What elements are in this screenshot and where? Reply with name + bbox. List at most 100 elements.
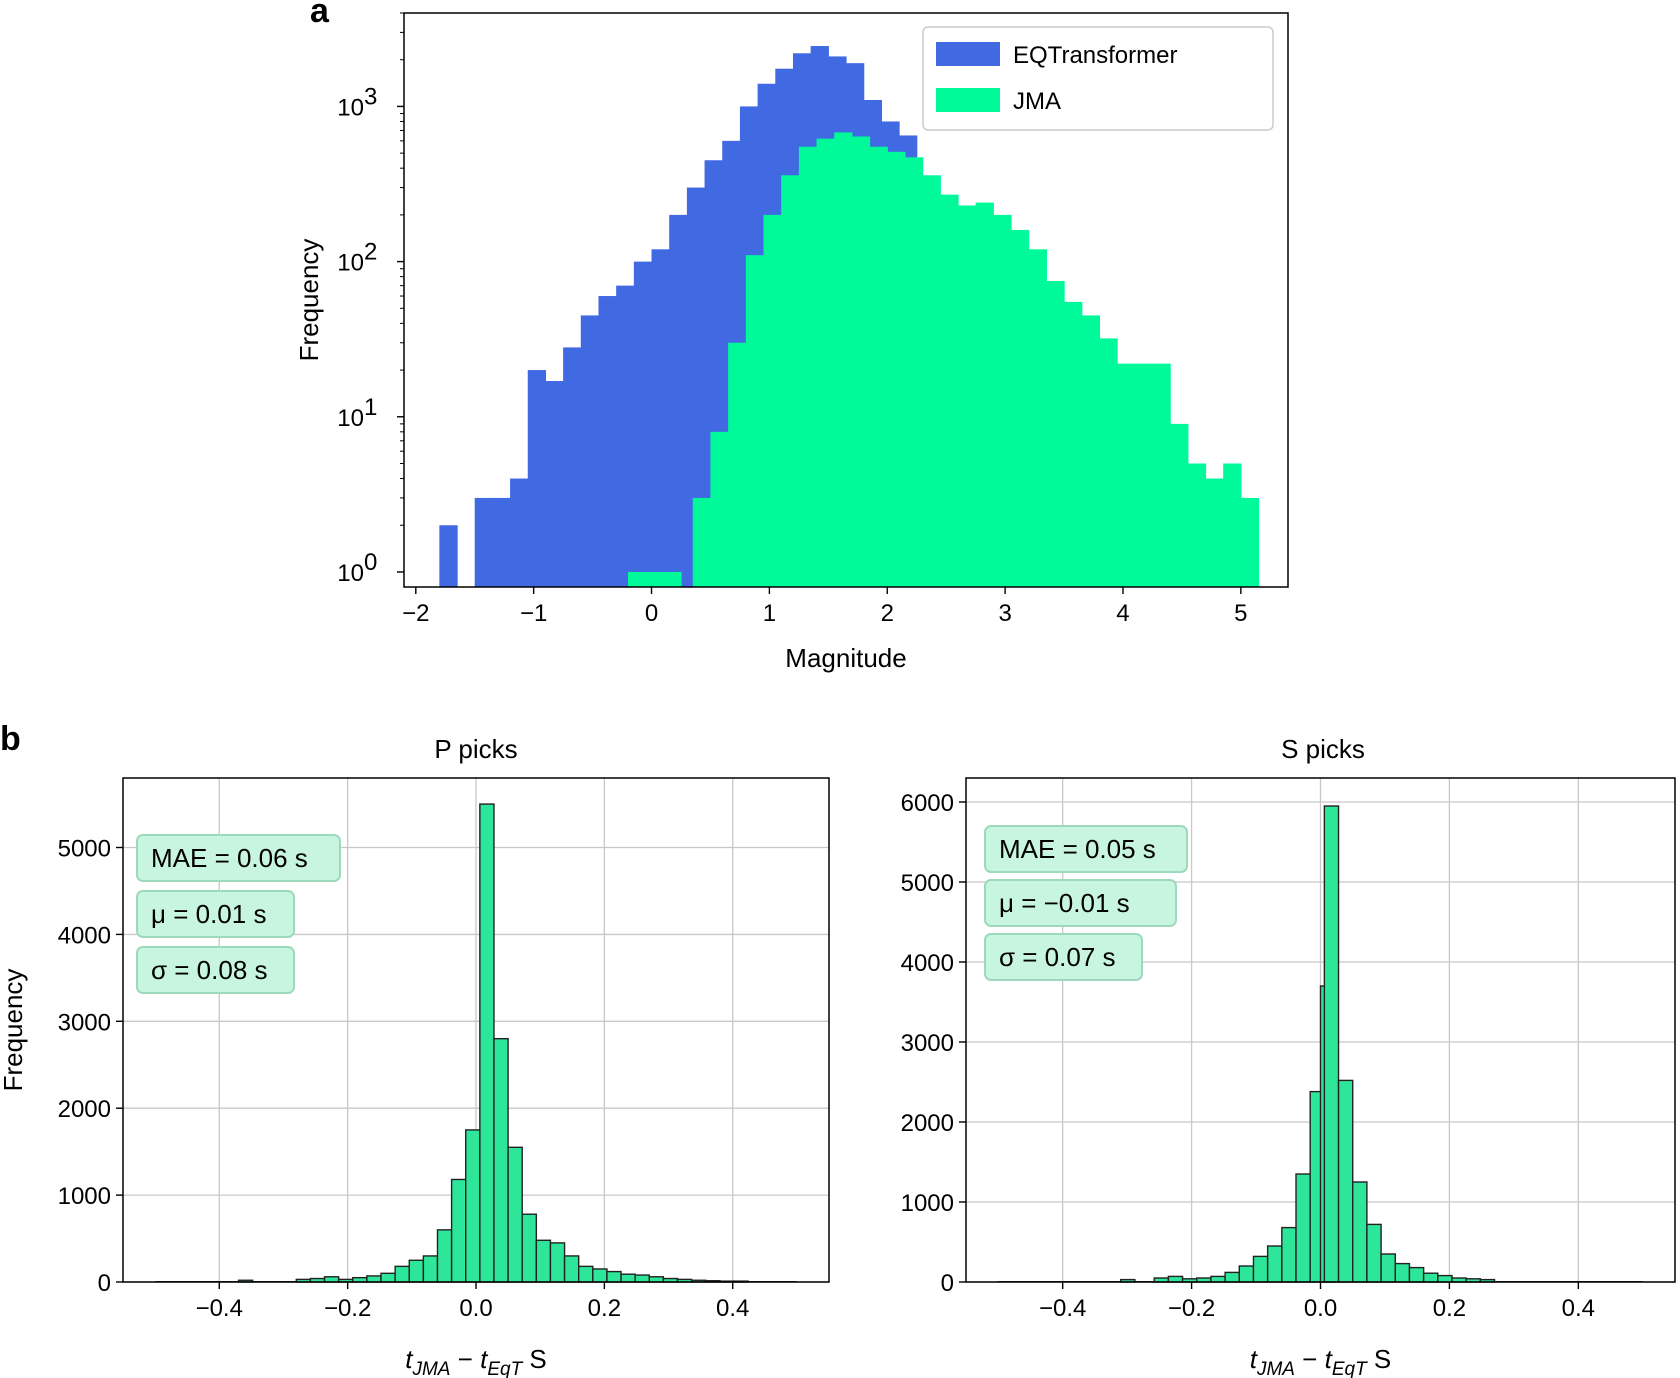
x-tick-label: 0.2 [1433, 1295, 1466, 1322]
y-tick-label: 1000 [58, 1183, 111, 1210]
bar-jma-7 [763, 214, 782, 587]
histogram-bar-13 [465, 1129, 481, 1283]
bar-jma-32 [1205, 478, 1224, 587]
bar-eqtransformer-1 [474, 497, 493, 587]
x-tick-label: 0.0 [1304, 1295, 1337, 1322]
histogram-bar-17 [521, 1213, 538, 1283]
x-tick-label: −1 [520, 600, 547, 627]
histogram-bar-11 [1295, 1173, 1311, 1283]
y-tick-label: 10 [337, 94, 364, 121]
histogram-bar-6 [1224, 1271, 1240, 1283]
bar-jma-17 [940, 194, 959, 587]
y-tick-label: 5000 [901, 870, 954, 897]
histogram-bar-23 [606, 1270, 622, 1283]
subplot-title: S picks [1281, 734, 1365, 764]
bar-jma-26 [1099, 338, 1118, 587]
x-tick-label: 3 [998, 600, 1011, 627]
y-tick-label: 5000 [58, 836, 111, 863]
histogram-bar-7 [1238, 1265, 1255, 1283]
bar-jma-13 [869, 146, 888, 588]
stat-text: MAE = 0.06 s [151, 843, 308, 873]
bar-jma-16 [922, 175, 941, 587]
y-tick-label: 0 [941, 1270, 954, 1297]
histogram-bar-5 [1210, 1275, 1226, 1283]
bar-eqtransformer-4 [527, 370, 547, 587]
x-tick-label: 1 [763, 600, 776, 627]
y-tick-exponent: 3 [364, 83, 377, 110]
bar-jma-1 [645, 571, 664, 587]
bar-jma-22 [1028, 249, 1047, 587]
histogram-bar-20 [1408, 1266, 1425, 1283]
bar-jma-9 [798, 146, 818, 588]
legend-box [922, 26, 1274, 131]
x-tick-label: −2 [402, 600, 429, 627]
x-axis-label: Magnitude [785, 643, 906, 673]
y-tick-label: 3000 [58, 1009, 111, 1036]
bar-jma-20 [993, 214, 1012, 587]
stat-box [136, 890, 295, 938]
s-picks-histogram-panel: −0.4 −0.2 0.0 0.2 0.4 0 1000 2000 3000 4000 5000 60… [901, 734, 1676, 1378]
x-tick-label: −0.4 [1039, 1295, 1086, 1322]
bar-eqtransformer-6 [563, 347, 582, 587]
y-tick-label: 2000 [901, 1110, 954, 1137]
x-tick-label: 0.0 [459, 1295, 492, 1322]
bar-jma-30 [1170, 423, 1189, 587]
y-tick-label: 4000 [58, 922, 111, 949]
bar-eqtransformer-7 [580, 315, 600, 587]
y-tick-label: 10 [337, 405, 364, 432]
histogram-bar-19 [549, 1242, 566, 1283]
bar-eqtransformer-0 [439, 525, 458, 587]
bar-jma-28 [1134, 363, 1154, 587]
legend-label-jma: JMA [1013, 88, 1061, 115]
y-tick-label: 2000 [58, 1096, 111, 1123]
bar-eqtransformer-13 [686, 187, 706, 588]
y-tick-label: 10 [337, 250, 364, 277]
histogram-bar-10 [422, 1255, 439, 1283]
histogram-bar-19 [1394, 1262, 1411, 1283]
x-tick-label: −0.2 [324, 1295, 371, 1322]
histogram-bar-25 [634, 1274, 650, 1283]
bar-jma-14 [887, 151, 906, 588]
x-tick-label: −0.4 [196, 1295, 243, 1322]
bar-jma-0 [627, 571, 647, 587]
histogram-bar-15 [1337, 1079, 1354, 1283]
bar-jma-31 [1187, 463, 1207, 587]
bar-jma-3 [692, 497, 712, 587]
histogram-bar-3 [323, 1276, 340, 1283]
x-axis-label: tJMA − tEqT S [1250, 1344, 1392, 1378]
histogram-bar-10 [1281, 1226, 1297, 1283]
y-tick-label: 10 [337, 560, 364, 587]
bar-jma-2 [663, 571, 682, 587]
bar-jma-4 [710, 431, 729, 587]
histogram-bar-12 [450, 1178, 467, 1283]
y-tick-exponent: 0 [364, 549, 377, 576]
stat-text: μ = 0.01 s [151, 899, 266, 929]
x-tick-label: −0.2 [1168, 1295, 1215, 1322]
y-axis-label: Frequency [0, 969, 28, 1092]
histogram-bar-8 [1252, 1255, 1269, 1283]
stat-text: σ = 0.08 s [151, 955, 268, 985]
y-axis-label: Frequency [294, 239, 324, 362]
bar-eqtransformer-3 [510, 478, 529, 587]
histogram-bar-11 [436, 1229, 453, 1283]
stat-text: μ = −0.01 s [999, 888, 1130, 918]
histogram-bar-14 [479, 803, 495, 1283]
histogram-bar-22 [1437, 1274, 1453, 1283]
bar-jma-25 [1081, 315, 1101, 587]
x-tick-label: 0.4 [1562, 1295, 1595, 1322]
histogram-bar-6 [366, 1275, 382, 1283]
stat-box [136, 834, 341, 882]
histogram-bar-7 [380, 1272, 396, 1283]
bar-eqtransformer-10 [633, 261, 653, 587]
y-tick-exponent: 1 [364, 394, 377, 421]
stat-box [984, 825, 1188, 873]
bar-jma-11 [834, 132, 853, 587]
histogram-bar-9 [408, 1259, 425, 1283]
bar-jma-5 [728, 342, 747, 587]
bar-jma-24 [1064, 301, 1083, 587]
bar-jma-21 [1011, 229, 1030, 588]
y-tick-label: 4000 [901, 950, 954, 977]
legend: EQTransformer JMA [922, 26, 1274, 131]
